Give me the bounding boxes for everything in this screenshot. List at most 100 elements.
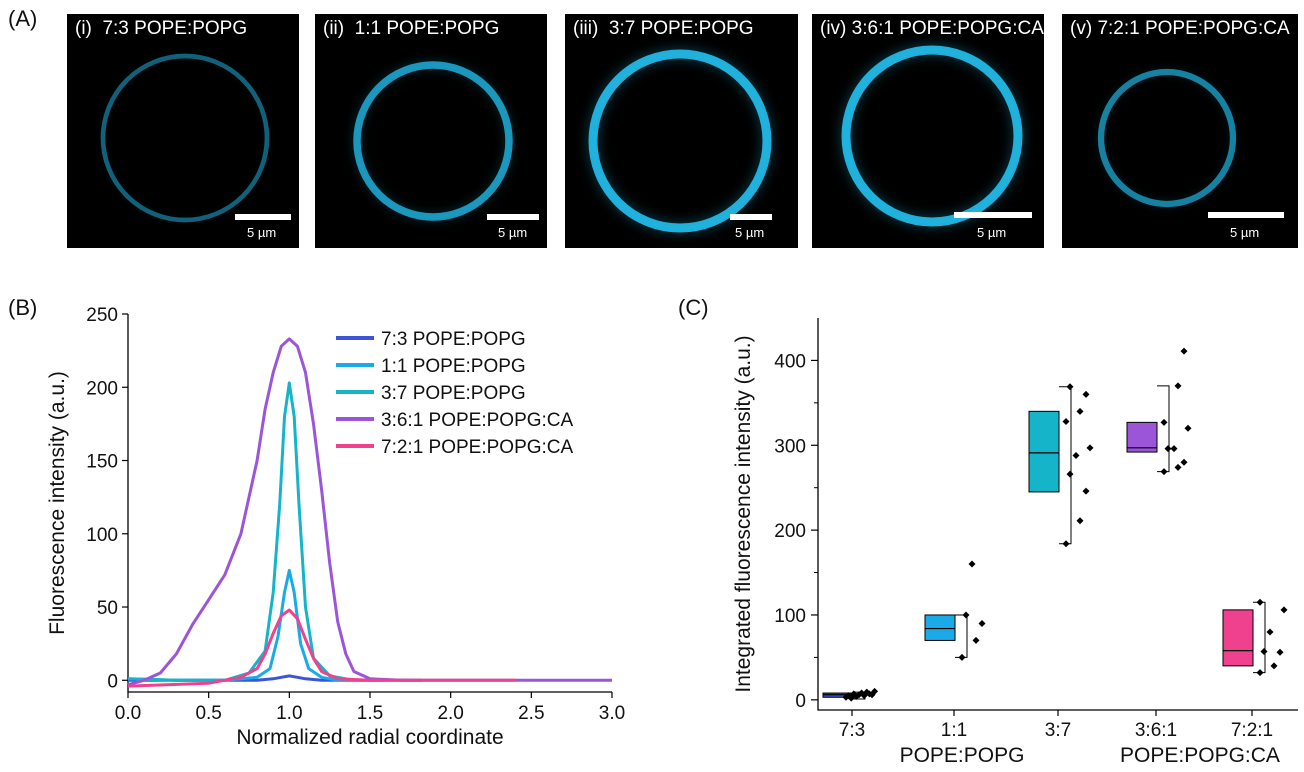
y-tick-label: 200 [86,378,118,399]
y-tick-label: 0 [795,691,806,712]
whisker [955,614,968,658]
x-tick-label: 2.5 [518,703,544,724]
data-point [1256,669,1264,677]
micrograph-v: (v) 7:2:1 POPE:POPG:CA 5 µm [1062,14,1298,248]
x-tick-label: 0.5 [195,703,221,724]
micrograph-numeral: (i) [75,18,92,39]
x-tick-label: 3.0 [599,703,625,724]
micrograph-numeral: (iv) [820,18,847,39]
data-point [1266,628,1274,636]
legend-label: 1:1 POPE:POPG [381,356,526,377]
micrograph-numeral: (iii) [573,18,599,39]
vesicle-ring [1097,68,1237,208]
data-point [1072,451,1080,459]
box [1222,609,1254,667]
scale-bar-label: 5 µm [977,225,1007,240]
scale-bar [487,214,539,220]
box [1028,410,1060,493]
data-point [968,560,976,568]
data-point [1174,463,1182,471]
data-point [1276,648,1284,656]
legend-label: 3:6:1 POPE:POPG:CA [381,410,574,431]
axis-frame [817,318,1298,711]
data-point [868,691,876,699]
data-point [1170,445,1178,453]
data-point [1076,407,1084,415]
data-point [1062,540,1070,548]
group-label-pope-popg-ca: POPE:POPG:CA [1120,744,1280,767]
y-tick-label: 150 [86,452,118,473]
micrograph-i: (i) 7:3 POPE:POPG 5 µm [67,14,299,248]
data-point [1260,647,1268,655]
data-point [863,688,871,696]
data-point [858,689,866,697]
vesicle-ring [841,45,1023,227]
x-axis-label: Normalized radial coordinate [236,726,503,749]
micrograph-label: (i) 7:3 POPE:POPG [75,18,247,40]
vesicle-ring [353,61,513,221]
x-tick-label: 1:1 [941,720,967,741]
box [1126,421,1158,453]
data-point [1066,383,1074,391]
scale-bar [235,214,291,220]
micrograph-composition: 7:3 POPE:POPG [102,18,248,39]
micrograph-composition: 1:1 POPE:POPG [354,18,500,39]
data-point [845,692,853,700]
x-tick-label: 3:6:1 [1135,720,1177,741]
data-point [865,690,873,698]
data-point [972,636,980,644]
micrograph-ii: (ii) 1:1 POPE:POPG 5 µm [315,14,547,248]
data-point [1180,458,1188,466]
data-point [962,611,970,619]
y-tick-label: 100 [774,606,806,627]
y-tick-label: 300 [774,436,806,457]
micrograph-label: (iii) 3:7 POPE:POPG [573,18,754,40]
y-axis-label: Fluorescence intensity (a.u.) [46,371,69,635]
data-point [1180,347,1188,355]
data-point [978,619,986,627]
data-point [1164,445,1172,453]
data-point [1082,487,1090,495]
x-tick-label: 0.0 [115,703,141,724]
y-tick-label: 50 [97,598,118,619]
data-point [958,653,966,661]
axis-frame [127,314,612,693]
series-line [128,674,422,682]
panel-label-b: (B) [8,295,38,320]
micrograph-label: (iv) 3:6:1 POPE:POPG:CA [820,18,1044,40]
series-line [127,381,387,682]
x-tick-label: 1.0 [276,703,302,724]
data-point [842,693,850,701]
y-tick-label: 200 [774,521,806,542]
scale-bar-label: 5 µm [247,225,277,240]
group-label-pope-popg: POPE:POPG [900,744,1025,767]
data-point [871,687,879,695]
y-tick-label: 0 [107,671,118,692]
data-point [1184,424,1192,432]
panel-label-c: (C) [678,295,709,320]
data-point [1076,517,1084,525]
whisker [1253,601,1266,674]
micrograph-numeral: (ii) [323,18,345,39]
data-point [1174,382,1182,390]
data-point [1160,418,1168,426]
y-axis-label: Integrated fluorescence intensity (a.u.) [732,335,755,692]
legend-label: 7:3 POPE:POPG [381,329,526,350]
whisker [853,691,866,700]
data-point [1256,598,1264,606]
micrograph-composition: 3:7 POPE:POPG [608,18,754,39]
data-point [1280,606,1288,614]
x-tick-label: 7:3 [839,720,865,741]
micrograph-iii: (iii) 3:7 POPE:POPG 5 µm [565,14,798,248]
data-point [1086,444,1094,452]
legend-label: 7:2:1 POPE:POPG:CA [381,437,574,458]
scale-bar-label: 5 µm [1230,225,1260,240]
y-tick-label: 400 [774,351,806,372]
micrograph-composition: 7:2:1 POPE:POPG:CA [1097,18,1290,39]
scale-bar [730,214,772,220]
data-point [855,691,863,699]
data-point [1160,468,1168,476]
scale-bar-label: 5 µm [498,225,528,240]
series-line [127,608,516,688]
micrograph-composition: 3:6:1 POPE:POPG:CA [851,18,1044,39]
